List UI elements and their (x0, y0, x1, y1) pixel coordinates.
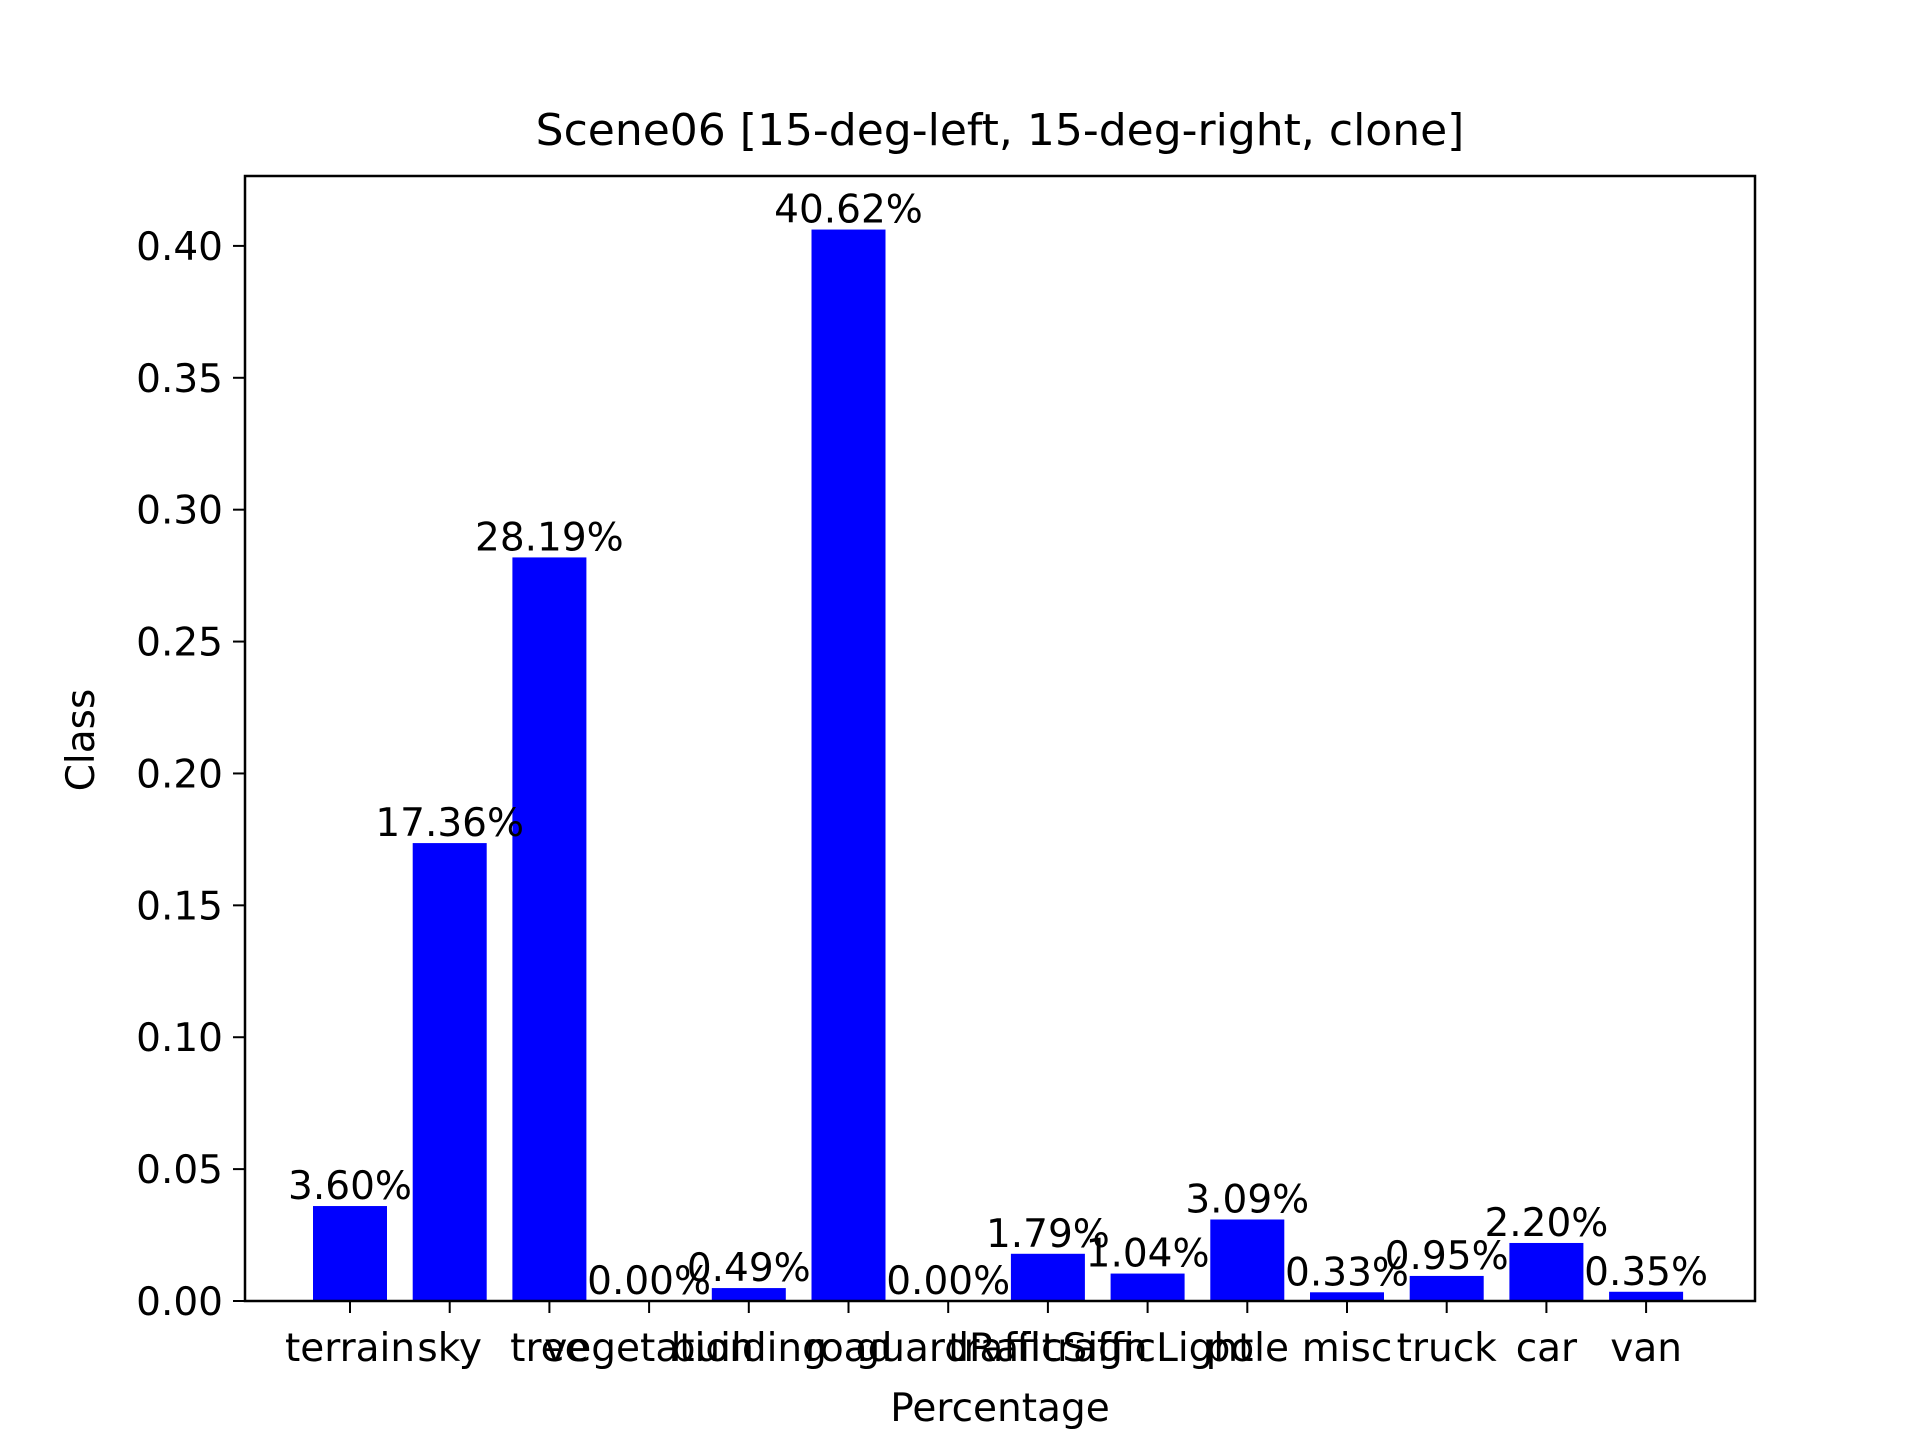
x-tick-label: building (671, 1326, 827, 1371)
data-label: 0.00% (587, 1259, 711, 1304)
y-axis-label: Class (59, 689, 104, 792)
data-label: 2.20% (1484, 1201, 1608, 1246)
data-label: 0.95% (1385, 1234, 1509, 1279)
bar-sky (412, 843, 487, 1301)
bar-trafficSign (1010, 1253, 1085, 1301)
data-label: 0.35% (1584, 1250, 1708, 1295)
data-label: 0.49% (687, 1246, 811, 1291)
bar-pole (1210, 1219, 1285, 1301)
bar-misc (1310, 1292, 1384, 1301)
x-tick-label: sky (417, 1326, 482, 1371)
x-axis-label: Percentage (890, 1386, 1109, 1431)
data-label: 0.00% (886, 1259, 1010, 1304)
bar-terrain (313, 1206, 387, 1301)
y-tick-label: 0.35 (136, 357, 223, 402)
bar-tree (512, 557, 587, 1301)
data-label: 40.62% (774, 188, 923, 233)
y-tick-label: 0.15 (136, 884, 223, 929)
x-tick-label: truck (1397, 1326, 1497, 1371)
data-label: 1.79% (986, 1212, 1110, 1257)
x-tick-label: vegetation (544, 1326, 754, 1371)
y-tick-label: 0.05 (136, 1148, 223, 1193)
x-axis-ticks: terrain sky treevegetationbuildingroadguar… (285, 1301, 1682, 1371)
chart-title: Scene06 [15-deg-left, 15-deg-right, clon… (536, 105, 1465, 156)
x-tick-label: road (805, 1326, 893, 1371)
x-tick-label: tree (510, 1326, 588, 1371)
y-tick-label: 0.30 (136, 489, 223, 534)
data-label: 3.09% (1185, 1177, 1309, 1222)
bar-trafficLight (1110, 1273, 1185, 1301)
x-tick-label: guardRail (856, 1326, 1041, 1371)
y-tick-label: 0.20 (136, 752, 223, 797)
x-tick-label: car (1516, 1326, 1578, 1371)
data-label: 17.36% (375, 801, 524, 846)
y-axis-ticks: 0.00 0.05 0.10 0.15 0.20 0.25 0.30 0.35 0.40 (136, 225, 245, 1325)
x-tick-label: misc (1302, 1326, 1393, 1371)
data-label: 3.60% (288, 1164, 412, 1209)
y-tick-label: 0.40 (136, 225, 223, 270)
bar-road (811, 229, 886, 1302)
y-tick-label: 0.00 (136, 1280, 223, 1325)
x-tick-label: terrain (285, 1326, 415, 1371)
bar-van (1609, 1291, 1684, 1301)
x-tick-label: trafficLight (1042, 1326, 1254, 1371)
plot-frame (243, 174, 1757, 1303)
y-tick-label: 0.25 (136, 621, 223, 666)
bar-building (711, 1288, 786, 1301)
data-labels: 3.60%17.36%28.19%0.00%0.49%40.62%0.00%1.… (288, 188, 1708, 1304)
x-tick-label: van (1610, 1326, 1682, 1371)
x-tick-label: trafficSign (948, 1326, 1147, 1371)
x-tick-label: pole (1206, 1326, 1289, 1371)
y-tick-label: 0.10 (136, 1016, 223, 1061)
bar-car (1509, 1242, 1584, 1301)
data-label: 28.19% (475, 515, 624, 560)
data-label: 0.33% (1285, 1250, 1409, 1295)
bars-group (313, 229, 1684, 1302)
data-label: 1.04% (1086, 1232, 1210, 1277)
bar-truck (1409, 1275, 1484, 1301)
